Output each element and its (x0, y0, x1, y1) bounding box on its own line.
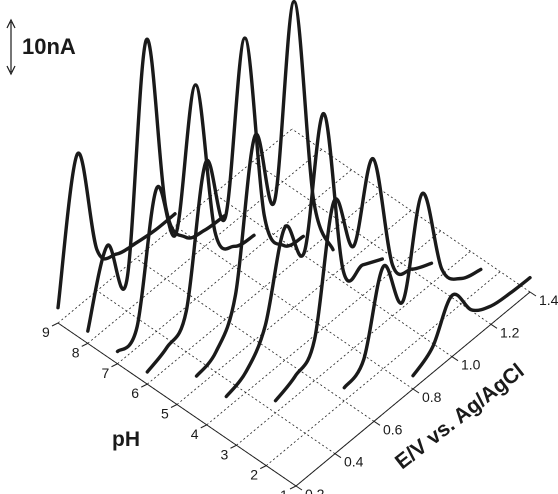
voltammogram-ph-5 (194, 0, 335, 378)
voltammogram-ph-7 (115, 83, 256, 354)
e-tick-label: 1.4 (539, 292, 558, 308)
voltammogram-ph-1 (411, 276, 532, 378)
ph-tick-mark (230, 444, 237, 449)
ph-tick-mark (51, 322, 59, 327)
trace-layer (56, 0, 532, 403)
grid-line-e (174, 225, 414, 390)
ph-tick-label: 1 (280, 487, 288, 494)
e-tick-label: 0.8 (422, 389, 442, 405)
grid-line-e (135, 258, 375, 422)
voltammogram-ph-2 (342, 191, 483, 390)
z-axis-title: pH (112, 428, 140, 451)
voltammogram-ph-3 (273, 156, 434, 403)
voltammogram-ph-9 (56, 151, 177, 310)
grid-line-e (213, 193, 453, 357)
e-tick-mark (451, 356, 459, 362)
e-tick-mark (295, 485, 303, 491)
e-tick-mark (529, 291, 537, 297)
ph-tick-label: 3 (221, 446, 229, 462)
ph-tick-mark (141, 383, 148, 388)
ph-tick-mark (111, 363, 118, 368)
ph-tick-label: 5 (161, 406, 169, 422)
e-tick-label: 0.6 (383, 421, 403, 437)
e-tick-mark (490, 323, 498, 329)
ph-tick-mark (289, 485, 297, 490)
ph-tick-label: 7 (102, 365, 110, 381)
ph-tick-mark (260, 465, 267, 470)
grid-line-e (252, 161, 492, 325)
e-tick-mark (334, 453, 342, 459)
e-tick-mark (373, 420, 381, 426)
scale-bar-label: 10nA (22, 34, 76, 59)
ph-tick-label: 8 (72, 344, 80, 360)
voltammogram-ph-4 (224, 111, 384, 399)
e-tick-mark (412, 388, 420, 394)
e-tick-label: 1.0 (461, 357, 481, 373)
e-tick-label: 1.2 (500, 324, 520, 340)
voltammogram-ph-6 (145, 36, 305, 374)
ph-tick-label: 6 (131, 385, 139, 401)
e-tick-label: 0.2 (305, 486, 325, 494)
scale-bar: 10nA (6, 18, 76, 76)
ph-tick-mark (170, 404, 178, 408)
tick-layer: 0.2 0.4 0.6 0.8 1.0 1.2 1.4 1 2 3 4 5 6 7 8 9 (42, 291, 558, 494)
ph-tick-label: 4 (191, 426, 199, 442)
ph-tick-label: 2 (250, 467, 258, 483)
voltammogram-ph-8 (86, 37, 226, 333)
ph-tick-mark (200, 424, 207, 429)
ph-tick-label: 9 (42, 324, 50, 340)
grid-line-e (96, 290, 336, 454)
ph-tick-mark (81, 342, 88, 347)
e-tick-label: 0.4 (344, 454, 364, 470)
